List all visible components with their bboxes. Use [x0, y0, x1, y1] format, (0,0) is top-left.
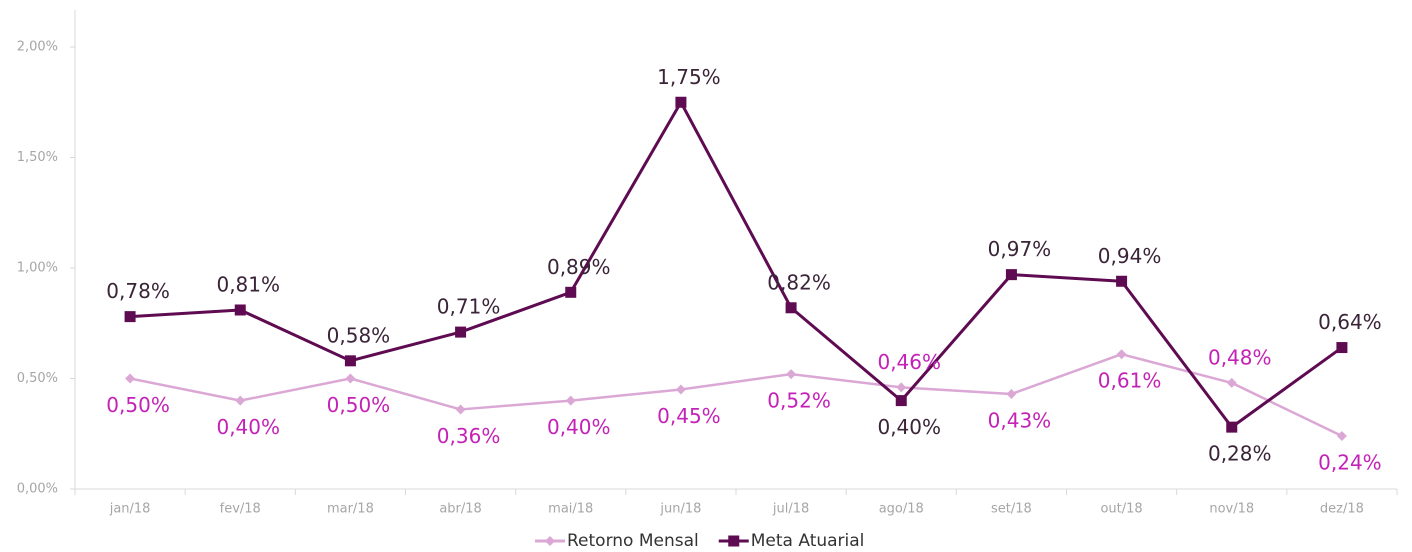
marker — [455, 326, 467, 338]
marker — [565, 395, 576, 406]
marker — [235, 395, 246, 406]
data-label: 0,52% — [767, 389, 831, 413]
marker — [234, 304, 246, 316]
data-label: 0,48% — [1208, 345, 1272, 369]
marker — [1336, 342, 1348, 354]
data-label: 0,50% — [327, 393, 391, 417]
data-label: 0,46% — [877, 350, 941, 374]
data-label: 0,58% — [327, 323, 391, 347]
data-label: 0,43% — [988, 408, 1052, 432]
data-label: 0,40% — [547, 415, 611, 439]
data-label: 0,97% — [988, 237, 1052, 261]
data-label: 0,82% — [767, 270, 831, 294]
data-label: 0,36% — [437, 424, 501, 448]
marker — [896, 382, 907, 393]
marker — [728, 535, 740, 547]
marker — [455, 404, 466, 415]
data-label: 0,89% — [547, 255, 611, 279]
data-label: 0,64% — [1318, 310, 1382, 334]
x-tick-label: out/18 — [1100, 502, 1142, 517]
marker — [124, 311, 136, 323]
y-tick-label: 0,00% — [17, 482, 58, 497]
x-tick-label: mai/18 — [548, 502, 593, 517]
data-label: 0,40% — [216, 415, 280, 439]
marker — [545, 536, 555, 546]
data-label: 0,28% — [1208, 442, 1272, 466]
y-tick-label: 0,50% — [17, 371, 58, 386]
data-label: 0,71% — [437, 295, 501, 319]
x-tick-label: set/18 — [991, 502, 1032, 517]
x-tick-label: jul/18 — [772, 502, 809, 517]
x-tick-label: nov/18 — [1209, 502, 1254, 517]
x-tick-label: abr/18 — [439, 502, 482, 517]
x-tick-label: jun/18 — [659, 502, 701, 517]
marker — [675, 384, 686, 395]
y-tick-label: 1,50% — [17, 150, 58, 165]
y-tick-label: 1,00% — [17, 261, 58, 276]
x-tick-label: mar/18 — [327, 502, 374, 517]
marker — [1116, 349, 1127, 360]
x-tick-label: jan/18 — [109, 502, 151, 517]
data-label: 0,81% — [216, 272, 280, 296]
marker — [1336, 430, 1347, 441]
legend-label: Meta Atuarial — [751, 531, 865, 551]
x-tick-label: dez/18 — [1320, 502, 1364, 517]
series-line — [129, 100, 1343, 429]
marker — [895, 395, 907, 407]
marker — [1226, 377, 1237, 388]
data-label: 0,40% — [877, 415, 941, 439]
data-label: 0,50% — [106, 393, 170, 417]
marker — [1116, 275, 1128, 287]
marker — [786, 369, 797, 380]
marker — [1226, 421, 1238, 433]
marker — [1006, 388, 1017, 399]
data-label: 0,45% — [657, 404, 721, 428]
marker — [345, 373, 356, 384]
data-label: 1,75% — [657, 65, 721, 89]
marker — [675, 96, 687, 108]
y-tick-label: 2,00% — [17, 40, 58, 55]
x-tick-label: ago/18 — [879, 502, 924, 517]
data-label: 0,94% — [1098, 244, 1162, 268]
data-label: 0,61% — [1098, 369, 1162, 393]
data-label: 0,78% — [106, 279, 170, 303]
legend-label: Retorno Mensal — [567, 531, 699, 551]
data-label: 0,24% — [1318, 450, 1382, 474]
x-tick-label: fev/18 — [220, 502, 261, 517]
marker — [1005, 269, 1017, 281]
marker — [344, 355, 356, 367]
series-line — [129, 352, 1343, 438]
marker — [565, 286, 577, 298]
marker — [125, 373, 136, 384]
marker — [785, 302, 797, 314]
